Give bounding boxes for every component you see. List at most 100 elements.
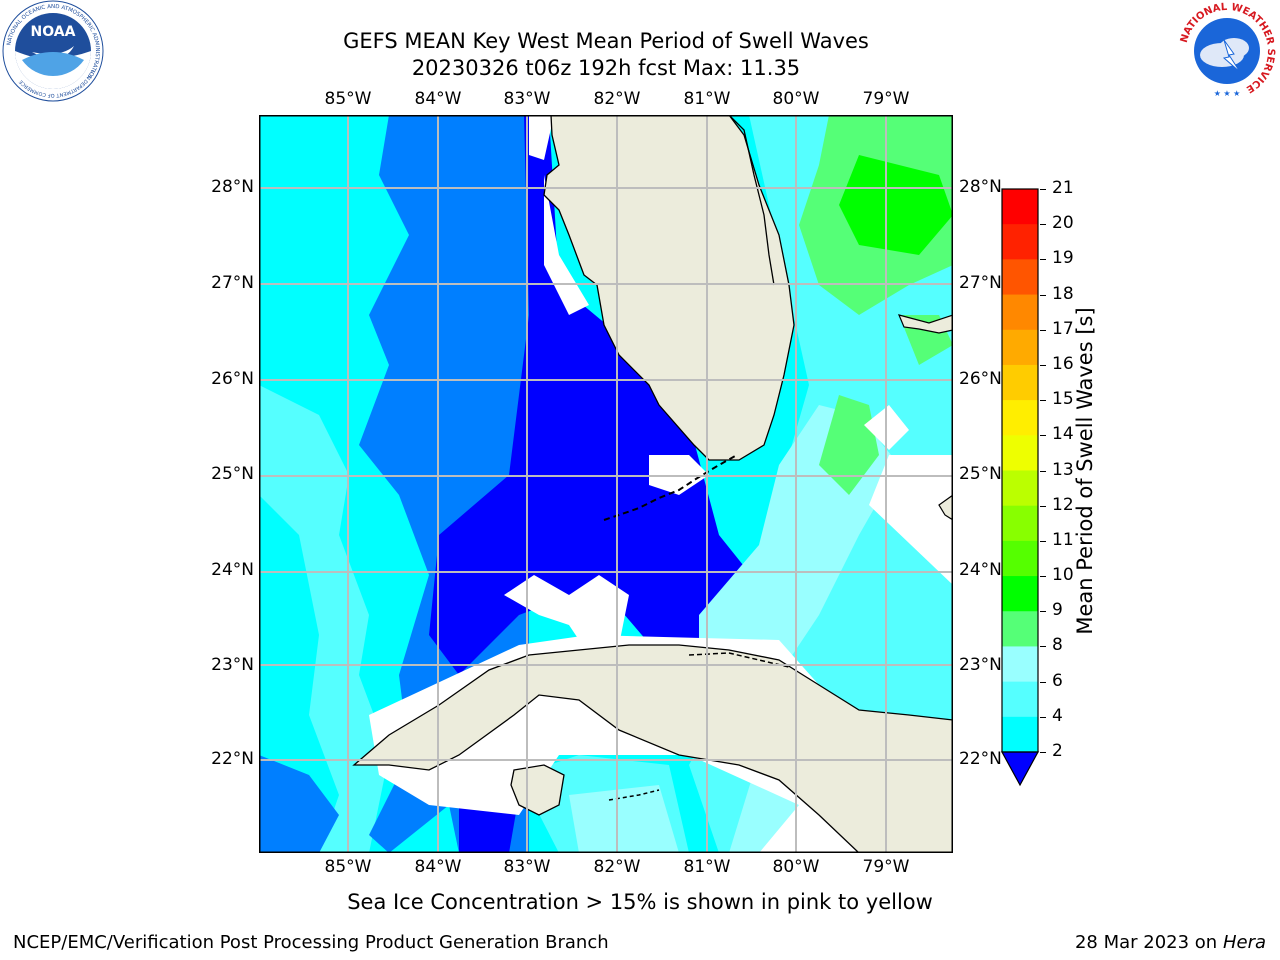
lat-label-left: 22°N (211, 749, 254, 769)
colorbar-segment (1002, 611, 1038, 647)
colorbar-tick-mark (1040, 752, 1046, 753)
map-title-line2: 20230326 t06z 192h fcst Max: 11.35 (411, 56, 801, 80)
period-field-below-2 (429, 115, 759, 735)
colorbar-tick-label: 15 (1052, 389, 1074, 410)
lat-label-right: 26°N (959, 369, 1002, 389)
svg-text:★ ★ ★: ★ ★ ★ (1214, 89, 1241, 98)
swell-period-map (259, 115, 953, 853)
footer-credit: NCEP/EMC/Verification Post Processing Pr… (13, 932, 609, 953)
colorbar-segment (1002, 364, 1038, 401)
colorbar-segment (1002, 576, 1038, 612)
nws-logo: NATIONAL WEATHER SERVICE ★ ★ ★ (1176, 0, 1278, 102)
colorbar-tick-label: 12 (1052, 494, 1074, 515)
colorbar-tick-mark (1040, 189, 1046, 190)
colorbar-tick-label: 9 (1052, 600, 1063, 621)
lon-label-top: 82°W (593, 89, 641, 109)
lon-label-bottom: 80°W (772, 857, 820, 877)
colorbar-tick-mark (1040, 294, 1046, 296)
lon-label-bottom: 82°W (593, 857, 641, 877)
colorbar-tick-label: 20 (1052, 213, 1074, 234)
colorbar-segment (1002, 294, 1038, 331)
lat-label-left: 23°N (211, 655, 254, 675)
colorbar-tick-mark (1040, 716, 1046, 718)
noaa-logo: NOAA NATIONAL OCEANIC AND ATMOSPHERIC AD… (2, 0, 104, 102)
lon-label-top: 85°W (324, 89, 372, 109)
colorbar-tick-mark (1040, 364, 1046, 366)
colorbar-tick-label: 11 (1052, 529, 1074, 550)
colorbar-segment (1002, 681, 1038, 718)
lat-label-left: 26°N (211, 369, 254, 389)
colorbar-tick-label: 6 (1052, 670, 1063, 691)
sea-ice-caption: Sea Ice Concentration > 15% is shown in … (0, 890, 1280, 914)
map-border (259, 115, 953, 853)
lon-label-bottom: 84°W (414, 857, 462, 877)
colorbar-tick-mark (1040, 470, 1046, 472)
lat-label-left: 24°N (211, 560, 254, 580)
colorbar-tick-mark (1040, 259, 1046, 261)
colorbar-segment (1002, 259, 1038, 296)
colorbar-tick-mark (1040, 400, 1046, 402)
lat-label-left: 27°N (211, 273, 254, 293)
colorbar-segment (1002, 329, 1038, 366)
lon-label-top: 84°W (414, 89, 462, 109)
lat-label-left: 28°N (211, 177, 254, 197)
colorbar-segment (1002, 646, 1038, 683)
sea-ice-caption-text: Sea Ice Concentration > 15% is shown in … (347, 890, 933, 914)
colorbar-tick-mark (1040, 576, 1046, 578)
period-field-10-11 (839, 155, 953, 255)
colorbar-segment (1002, 224, 1038, 260)
isla-juventud-land (510, 764, 565, 816)
colorbar-tick-mark (1040, 329, 1046, 331)
colorbar-tick-label: 21 (1052, 178, 1074, 198)
florida-keys (603, 454, 738, 521)
footer-date: 28 Mar 2023 on Hera (1075, 932, 1266, 953)
colorbar-tick-label: 4 (1052, 705, 1063, 726)
colorbar-tick-label: 2 (1052, 741, 1063, 761)
colorbar-tick-mark (1040, 611, 1046, 613)
lat-label-left: 25°N (211, 464, 254, 484)
lat-label-right: 28°N (959, 177, 1002, 197)
colorbar-extension (1000, 751, 1040, 787)
colorbar-segment (1002, 716, 1038, 753)
colorbar-tick-mark (1040, 540, 1046, 542)
colorbar-tick-label: 17 (1052, 318, 1074, 339)
colorbar-tick-mark (1040, 646, 1046, 648)
colorbar-segment (1002, 505, 1038, 542)
colorbar-tick-label: 16 (1052, 353, 1074, 374)
colorbar-tick-label: 18 (1052, 283, 1074, 304)
colorbar-segment (1002, 435, 1038, 471)
colorbar-tick-label: 14 (1052, 424, 1074, 445)
lat-label-right: 27°N (959, 273, 1002, 293)
colorbar-tick-label: 10 (1052, 565, 1074, 586)
lat-label-right: 22°N (959, 749, 1002, 769)
colorbar-label: Mean Period of Swell Waves [s] (1073, 307, 1097, 635)
colorbar-tick-label: 13 (1052, 459, 1074, 480)
colorbar-tick-label: 8 (1052, 635, 1063, 656)
graticule (259, 115, 953, 853)
florida-land (543, 115, 795, 461)
lon-label-top: 81°W (683, 89, 731, 109)
lon-label-top: 83°W (503, 89, 551, 109)
lon-label-bottom: 79°W (862, 857, 910, 877)
map-canvas (259, 115, 953, 853)
colorbar-border (1001, 188, 1039, 753)
noaa-logo-text: NOAA (31, 24, 76, 40)
lat-label-right: 24°N (959, 560, 1002, 580)
lon-label-bottom: 83°W (503, 857, 551, 877)
lon-label-bottom: 85°W (324, 857, 372, 877)
colorbar-graphic (1000, 188, 1040, 787)
lon-label-top: 79°W (862, 89, 910, 109)
colorbar-segment (1002, 400, 1038, 436)
map-title-line1: GEFS MEAN Key West Mean Period of Swell … (343, 29, 869, 53)
colorbar-tick-mark (1040, 681, 1046, 683)
lat-label-right: 25°N (959, 464, 1002, 484)
lat-label-right: 23°N (959, 655, 1002, 675)
lon-label-bottom: 81°W (683, 857, 731, 877)
footer-date-text: 28 Mar 2023 on (1074, 932, 1218, 953)
grand-bahama (897, 314, 953, 334)
colorbar-tick-mark (1040, 435, 1046, 437)
colorbar-segment (1002, 470, 1038, 507)
colorbar-tick-mark (1040, 505, 1046, 507)
lon-label-top: 80°W (772, 89, 820, 109)
footer-host: Hera (1222, 932, 1266, 953)
